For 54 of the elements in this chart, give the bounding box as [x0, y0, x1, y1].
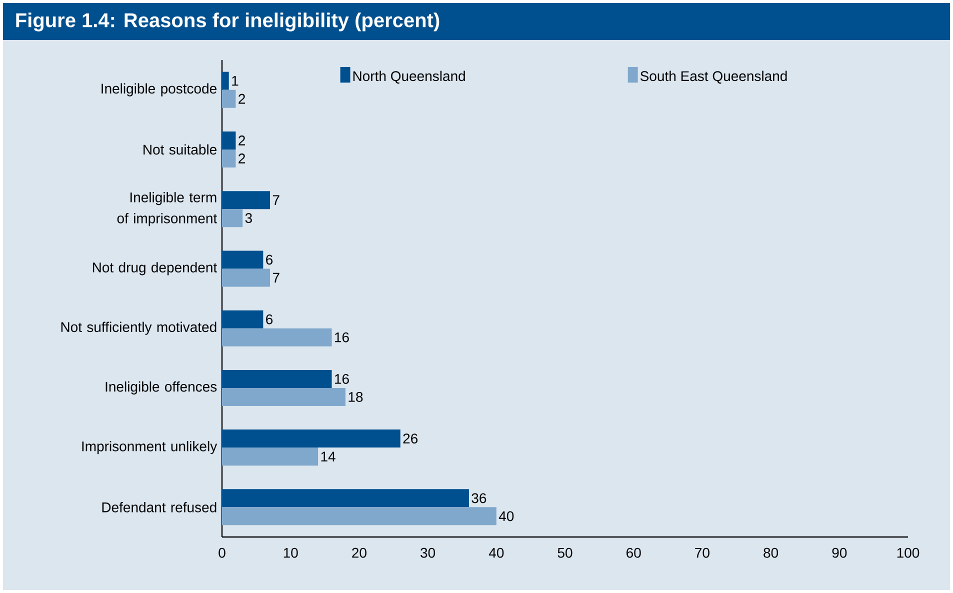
y-tick-label: Ineligible term of imprisonment [117, 192, 218, 226]
data-label: 3 [245, 213, 252, 224]
x-tick-label: 80 [764, 548, 778, 558]
data-label: 16 [335, 374, 349, 384]
data-label: 14 [321, 452, 336, 462]
x-tick-label: 20 [352, 548, 366, 558]
bar [222, 507, 496, 526]
bar [222, 430, 400, 448]
y-tick-label: Not sufficiently motivated [61, 322, 216, 335]
legend-label: North Queensland [353, 70, 465, 84]
y-tick-label: Defendant refused [102, 502, 216, 512]
x-tick-label: 90 [832, 548, 847, 558]
data-label: 36 [472, 493, 486, 504]
data-label: 40 [498, 511, 514, 522]
bar [222, 489, 469, 508]
bar [222, 90, 236, 108]
legend-label: South East Queensland [640, 70, 787, 84]
bar [222, 191, 270, 210]
x-tick-label: 70 [695, 548, 710, 558]
data-label: 2 [238, 154, 246, 164]
data-label: 6 [266, 314, 273, 324]
bar [222, 448, 318, 466]
x-tick-label: 40 [488, 548, 504, 558]
data-label: 16 [335, 332, 349, 342]
data-label: 18 [348, 392, 363, 402]
x-tick-label: 100 [897, 548, 920, 558]
x-tick-label: 10 [284, 548, 298, 558]
bar [222, 149, 236, 168]
bar [222, 268, 270, 287]
x-tick-label: 50 [558, 548, 572, 558]
y-tick-label: Ineligible postcode [102, 83, 216, 96]
data-label: 7 [272, 195, 280, 205]
y-tick-label: Not suitable [144, 144, 216, 155]
data-label: 2 [238, 94, 246, 104]
x-tick-label: 30 [420, 548, 436, 558]
x-tick-label: 60 [626, 548, 641, 558]
bar [222, 328, 332, 346]
y-tick-label: Imprisonment unlikely [82, 441, 218, 454]
bar [222, 388, 346, 406]
y-tick-label: Not drug dependent [92, 262, 218, 276]
chart-title: Figure 1.4: Reasons for ineligibility (percent) [16, 12, 440, 32]
data-label: 2 [238, 136, 246, 146]
bar [222, 310, 264, 328]
data-label: 1 [232, 76, 238, 86]
bar [222, 131, 236, 150]
bar [222, 209, 243, 228]
y-tick-label: Ineligible offences [106, 381, 217, 394]
bar [222, 72, 229, 90]
data-label: 26 [403, 434, 418, 444]
bar [222, 250, 264, 269]
bar [222, 370, 332, 388]
data-label: 6 [266, 254, 273, 265]
x-tick-label: 0 [218, 548, 226, 558]
data-label: 7 [272, 272, 280, 283]
